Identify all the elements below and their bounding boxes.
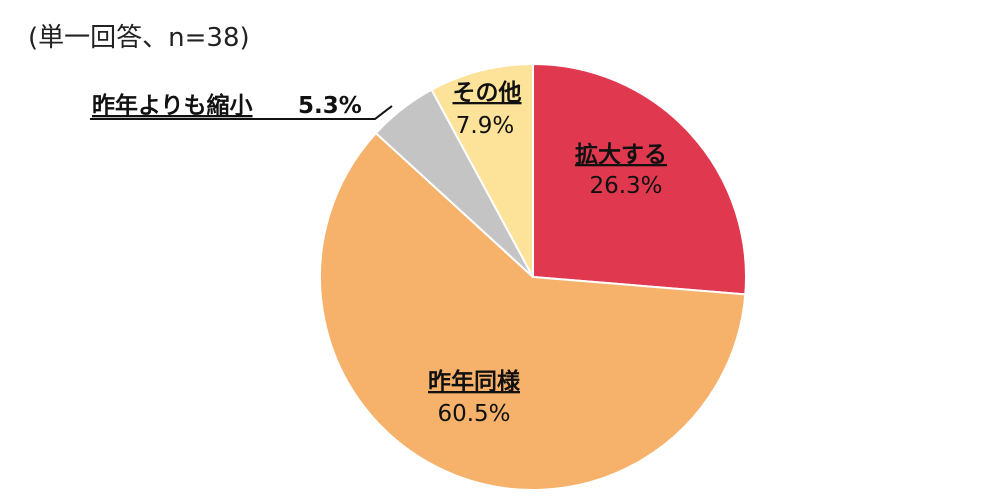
label-same-value: 60.5% bbox=[437, 401, 510, 427]
pie-slices bbox=[319, 62, 747, 491]
slice-expand bbox=[532, 62, 747, 296]
slice-other bbox=[430, 62, 534, 278]
label-shrink-value: 5.3% bbox=[298, 93, 362, 119]
slice-same bbox=[319, 131, 747, 491]
label-expand-name: 拡大する bbox=[575, 142, 667, 168]
label-other-name: その他 bbox=[453, 80, 522, 106]
sample-note: (単一回答、n=38) bbox=[28, 23, 250, 53]
label-expand-value: 26.3% bbox=[589, 173, 662, 199]
leader-line-shrink bbox=[90, 105, 393, 120]
label-other-value: 7.9% bbox=[456, 113, 514, 139]
label-shrink-name: 昨年よりも縮小 bbox=[92, 92, 253, 119]
label-same-name: 昨年同様 bbox=[428, 368, 521, 395]
